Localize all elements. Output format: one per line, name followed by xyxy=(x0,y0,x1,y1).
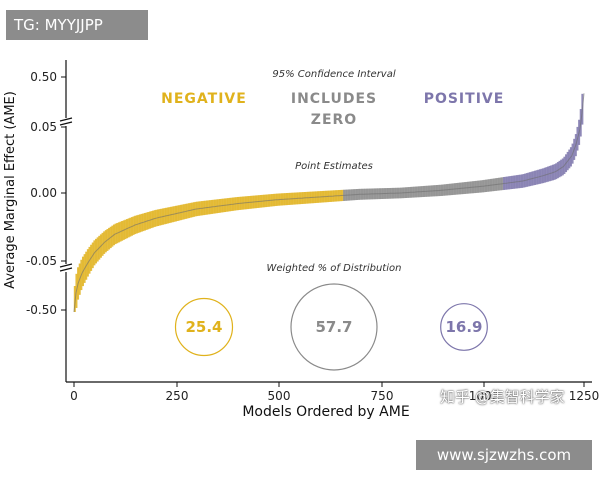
x-tick-label: 1000 xyxy=(469,389,500,403)
distribution-value-positive: 16.9 xyxy=(445,318,482,336)
y-axis-label: Average Marginal Effect (AME) xyxy=(3,91,18,289)
y-axis xyxy=(59,60,73,382)
x-tick-label: 0 xyxy=(70,389,78,403)
y-tick-label: 0.05 xyxy=(30,120,57,134)
distribution-value-includes-zero: 57.7 xyxy=(315,318,352,336)
category-label-includes: INCLUDES xyxy=(291,91,377,107)
distribution-title: Weighted % of Distribution xyxy=(267,263,402,274)
x-tick-label: 250 xyxy=(166,389,189,403)
y-ticks: 0.50 0.05 0.00 -0.05 -0.50 xyxy=(26,70,66,317)
distribution-value-negative: 25.4 xyxy=(185,318,222,336)
point-estimates-title: Point Estimates xyxy=(295,161,373,172)
distribution-bubble-positive xyxy=(440,303,488,351)
y-tick-label: 0.50 xyxy=(30,70,57,84)
x-tick-label: 750 xyxy=(371,389,394,403)
axis-break-upper xyxy=(59,117,73,126)
category-label-zero: ZERO xyxy=(311,112,357,128)
category-label-positive: POSITIVE xyxy=(424,91,505,107)
x-ticks: 0 250 500 750 1000 1250 xyxy=(70,382,599,403)
y-tick-label: -0.50 xyxy=(26,303,57,317)
point-estimates-curve xyxy=(73,93,585,313)
ci-title: 95% Confidence Interval xyxy=(272,69,395,80)
point-estimate-line xyxy=(73,93,585,313)
x-tick-label: 500 xyxy=(268,389,291,403)
watermark-url: www.sjzwzhs.com xyxy=(416,440,592,470)
distribution-bubble-includes-zero xyxy=(290,283,378,371)
watermark-zhihu: 知乎 @集智科学家 xyxy=(440,388,565,406)
category-label-negative: NEGATIVE xyxy=(161,91,247,107)
x-tick-label: 1250 xyxy=(569,389,600,403)
y-tick-label: 0.00 xyxy=(30,186,57,200)
y-tick-label: -0.05 xyxy=(26,254,57,268)
distribution-bubble-negative xyxy=(174,297,234,357)
axis-break-lower xyxy=(59,263,73,272)
x-axis-label: Models Ordered by AME xyxy=(242,404,409,420)
watermark-tag: TG: MYYJJPP xyxy=(6,10,148,40)
